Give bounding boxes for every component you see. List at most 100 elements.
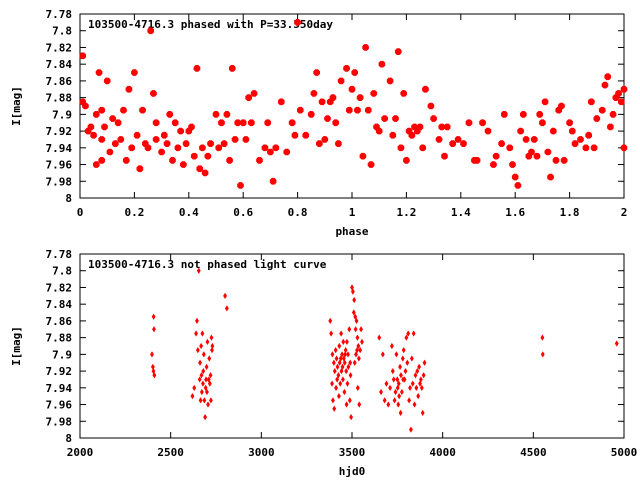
data-point: [332, 367, 337, 375]
data-point: [530, 136, 538, 143]
data-point: [342, 388, 347, 396]
data-point: [330, 351, 335, 358]
data-point: [615, 90, 622, 97]
y-tick-label: 8: [65, 192, 72, 205]
data-point: [215, 144, 222, 152]
data-point: [150, 90, 157, 97]
data-point: [539, 119, 546, 127]
data-point: [223, 292, 227, 299]
data-point: [347, 326, 352, 333]
data-point: [231, 136, 239, 143]
data-point: [334, 384, 338, 391]
data-point: [404, 334, 409, 341]
data-point: [396, 380, 401, 387]
x-tick-label: 1.6: [505, 206, 525, 219]
data-point: [386, 401, 391, 408]
data-point: [199, 388, 204, 396]
data-point: [294, 19, 301, 26]
data-point: [370, 90, 378, 97]
data-point: [335, 376, 340, 383]
data-point: [449, 140, 456, 147]
data-point: [210, 342, 215, 350]
data-point: [79, 52, 86, 60]
x-tick-label: 3500: [339, 446, 366, 459]
data-point: [336, 372, 341, 379]
data-point: [150, 363, 155, 371]
y-tick-label: 7.9: [52, 348, 72, 361]
data-point: [418, 376, 423, 383]
data-point: [169, 157, 176, 164]
data-point: [335, 363, 340, 371]
data-point: [412, 401, 417, 408]
data-point: [354, 106, 361, 114]
data-point: [354, 351, 358, 358]
data-point: [419, 384, 424, 391]
data-point: [331, 359, 336, 366]
data-point: [98, 106, 106, 114]
y-tick-label: 7.98: [46, 415, 73, 428]
data-point: [378, 60, 386, 68]
data-point: [350, 288, 355, 295]
data-point: [114, 119, 122, 127]
data-point: [614, 340, 619, 347]
data-point: [297, 106, 304, 114]
data-point: [201, 169, 209, 177]
data-point: [199, 342, 204, 350]
data-point: [199, 144, 206, 152]
data-point: [203, 384, 208, 391]
data-point: [395, 376, 400, 383]
data-point: [409, 355, 414, 362]
data-point: [345, 380, 350, 387]
data-point: [250, 90, 258, 97]
data-point: [514, 182, 522, 189]
data-point: [200, 330, 205, 337]
data-point: [416, 393, 421, 400]
data-point: [139, 106, 146, 114]
data-point: [95, 69, 103, 76]
data-point: [355, 347, 359, 354]
data-point: [427, 102, 435, 110]
data-point: [593, 115, 601, 122]
data-point: [194, 330, 198, 337]
data-point: [403, 157, 410, 164]
data-point: [355, 384, 360, 391]
data-point: [151, 313, 156, 320]
data-point: [533, 152, 541, 160]
data-point: [128, 144, 135, 152]
data-point: [218, 119, 225, 127]
data-point: [109, 115, 116, 122]
data-point: [201, 380, 205, 387]
data-point: [234, 119, 242, 127]
data-point: [401, 347, 406, 354]
data-point: [490, 161, 497, 168]
y-tick-label: 7.84: [46, 58, 73, 71]
data-point: [195, 347, 200, 354]
data-point: [237, 182, 244, 189]
data-point: [341, 338, 346, 345]
data-point: [560, 157, 568, 164]
data-point: [152, 372, 157, 379]
data-point: [224, 305, 229, 312]
data-point: [207, 355, 212, 362]
data-point: [356, 355, 361, 362]
data-point: [152, 136, 160, 143]
y-tick-label: 8: [65, 432, 72, 445]
data-point: [435, 136, 443, 143]
data-point: [607, 123, 614, 131]
data-point: [242, 136, 250, 143]
data-point: [197, 376, 202, 383]
data-point: [131, 69, 138, 76]
data-point: [245, 94, 252, 101]
data-point: [386, 77, 394, 85]
data-point: [269, 177, 277, 185]
data-point: [390, 367, 395, 375]
data-point: [207, 380, 212, 387]
data-point: [196, 165, 203, 173]
data-point: [520, 111, 527, 118]
data-point: [229, 65, 236, 72]
x-axis-title: phase: [335, 225, 368, 238]
x-tick-label: 1.8: [560, 206, 580, 219]
x-axis-title: hjd0: [339, 465, 366, 478]
data-point: [350, 284, 354, 291]
data-point: [415, 367, 420, 375]
